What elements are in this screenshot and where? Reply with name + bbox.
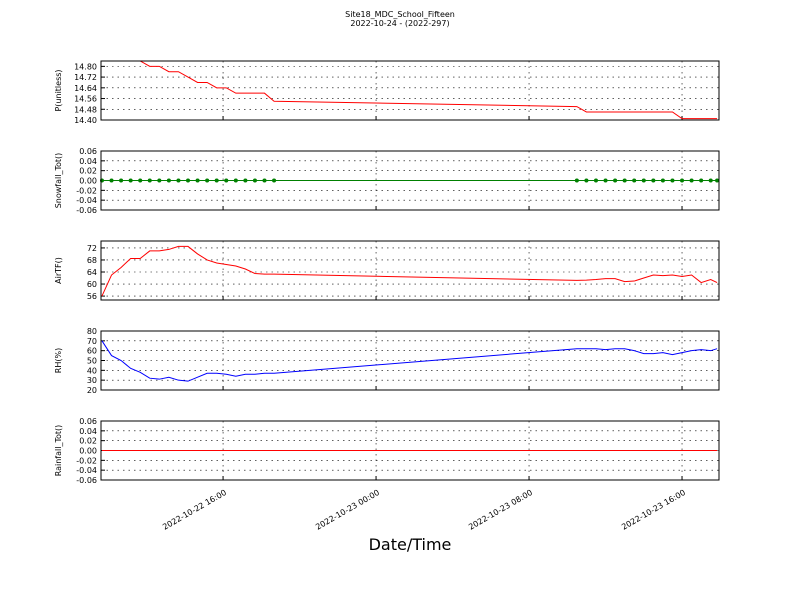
y-tick-label: -0.02 [76,186,97,195]
data-point [119,178,124,183]
data-point [613,178,618,183]
x-tick-label: 2022-10-22 16:00 [161,488,228,532]
y-tick-label: 0.04 [79,157,97,166]
y-tick-label: 0.04 [79,427,97,436]
plot-frame [100,240,720,301]
chart-title: Site18_MDC_School_Fifteen [345,10,455,19]
data-point [195,178,200,183]
y-axis-label: Snowfall_Tot() [54,153,63,209]
data-line [101,245,718,297]
y-tick-label: 0.00 [79,447,97,456]
data-point [233,178,238,183]
data-line [101,60,718,120]
chart-subtitle: 2022-10-24 - (2022-297) [350,19,449,28]
data-point [157,178,162,183]
y-tick-label: -0.02 [76,456,97,465]
y-tick-label: 30 [87,376,97,385]
data-point [138,178,143,183]
x-tick-label: 2022-10-23 16:00 [620,488,687,532]
data-point [670,178,675,183]
data-point [176,178,181,183]
y-tick-label: 14.80 [74,62,97,71]
x-tick-label: 2022-10-23 08:00 [467,488,534,532]
data-point [214,178,219,183]
data-point [715,178,720,183]
y-tick-label: 80 [87,327,97,336]
y-tick-label: -0.06 [76,206,97,215]
data-point [262,178,267,183]
data-point [708,178,713,183]
data-point [252,178,257,183]
data-point [584,178,589,183]
data-point [622,178,627,183]
x-tick-label: 2022-10-23 00:00 [314,488,381,532]
y-tick-label: -0.04 [76,196,97,205]
y-axis-label: AirTF() [54,257,63,284]
y-axis-label: Rainfall_Tot() [54,425,63,477]
y-tick-label: 0.02 [79,167,97,176]
y-tick-label: -0.06 [76,476,97,485]
y-tick-label: 14.56 [74,95,97,104]
y-tick-label: 60 [87,280,97,289]
plot-frame [100,330,720,391]
data-point [593,178,598,183]
data-point [632,178,637,183]
y-tick-label: 56 [87,292,97,301]
y-axis-label: P(unitless) [54,69,63,111]
data-point [651,178,656,183]
data-point [689,178,694,183]
y-tick-label: 64 [87,268,97,277]
y-tick-label: 72 [87,244,97,253]
data-point [166,178,171,183]
data-point [147,178,152,183]
data-point [641,178,646,183]
data-point [186,178,191,183]
y-tick-label: 50 [87,357,97,366]
y-tick-label: 40 [87,366,97,375]
data-point [660,178,665,183]
data-point [574,178,579,183]
plot-frame [100,150,720,211]
y-tick-label: 14.64 [74,84,97,93]
data-point [109,178,114,183]
y-tick-label: 14.40 [74,116,97,125]
data-point [680,178,685,183]
data-point [205,178,210,183]
y-tick-label: 14.72 [74,73,97,82]
y-tick-label: 20 [87,386,97,395]
data-line [101,340,718,382]
y-tick-label: -0.04 [76,466,97,475]
x-axis-label: Date/Time [369,535,452,554]
y-tick-label: 0.06 [79,147,97,156]
data-point [128,178,133,183]
data-point [699,178,704,183]
y-axis-label: RH(%) [54,348,63,373]
y-tick-label: 70 [87,337,97,346]
data-point [224,178,229,183]
plot-frame [100,420,720,481]
y-tick-label: 0.06 [79,417,97,426]
y-tick-label: 14.48 [74,105,97,114]
y-tick-label: 0.02 [79,437,97,446]
y-tick-label: 68 [87,256,97,265]
y-tick-label: 0.00 [79,177,97,186]
data-point [243,178,248,183]
data-point [603,178,608,183]
plot-frame [100,60,720,121]
data-point [272,178,277,183]
y-tick-label: 60 [87,347,97,356]
